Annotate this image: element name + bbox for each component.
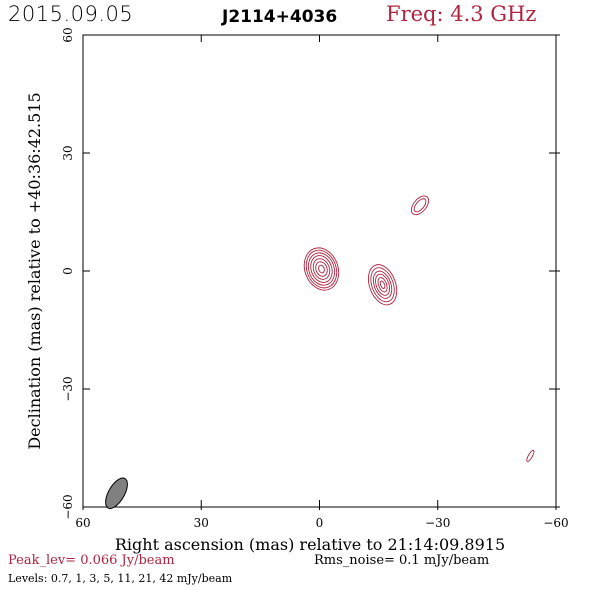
- contour-line: [310, 255, 333, 283]
- y-tick-label: 0: [61, 267, 75, 275]
- contour-line: [367, 264, 398, 306]
- contour-line: [303, 247, 340, 291]
- x-tick-labels: 60 30 0 −30 −60: [75, 516, 568, 530]
- y-tick-label: 60: [61, 27, 75, 42]
- contour-line: [379, 280, 386, 289]
- x-axis-label: Right ascension (mas) relative to 21:14:…: [115, 535, 505, 554]
- contour-line: [305, 249, 338, 289]
- contour-line: [312, 258, 331, 280]
- contour-line: [410, 195, 430, 216]
- contour-line: [375, 273, 391, 296]
- contour-line: [370, 267, 395, 303]
- x-tick-label: 30: [194, 516, 209, 530]
- y-tick-label: 30: [61, 145, 75, 160]
- beam-layer: [105, 477, 128, 509]
- observation-date: 2015.09.05: [8, 2, 134, 26]
- x-tick-label: 0: [316, 516, 324, 530]
- peak-level-text: Peak_lev= 0.066 Jy/beam: [8, 553, 175, 568]
- x-tick-label: −30: [425, 516, 450, 530]
- frequency-label: Freq: 4.3 GHz: [386, 2, 537, 26]
- y-axis-label: Declination (mas) relative to +40:36:42.…: [25, 92, 44, 449]
- y-tick-label: −30: [61, 376, 75, 401]
- contour-line: [413, 198, 427, 213]
- y-tick-label: −60: [61, 494, 75, 519]
- beam-ellipse: [105, 477, 128, 509]
- contour-line: [526, 449, 535, 462]
- y-tick-labels: −60 −30 0 30 60: [61, 27, 75, 519]
- axis-ticks: [82, 34, 560, 510]
- contour-levels-text: Levels: 0.7, 1, 3, 5, 11, 21, 42 mJy/bea…: [8, 572, 233, 585]
- contour-line: [318, 264, 325, 274]
- contour-line: [372, 270, 393, 299]
- source-name: J2114+4036: [222, 7, 338, 27]
- contour-line: [307, 252, 336, 286]
- rms-noise-text: Rms_noise= 0.1 mJy/beam: [314, 553, 490, 568]
- contour-line: [377, 277, 388, 293]
- x-tick-label: 60: [75, 516, 90, 530]
- contour-line: [315, 261, 328, 277]
- contour-layer: [303, 195, 535, 462]
- x-tick-label: −60: [543, 516, 568, 530]
